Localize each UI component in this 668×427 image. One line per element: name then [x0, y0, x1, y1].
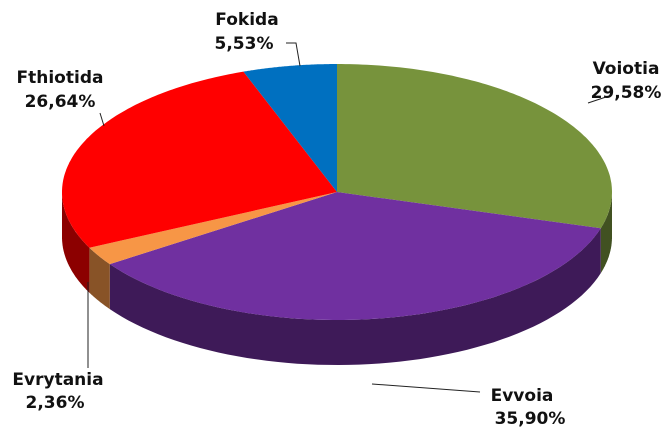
slice-name: Evrytania [12, 370, 103, 390]
slice [337, 64, 612, 229]
slice [62, 71, 337, 248]
leader-line [371, 383, 481, 393]
slice-value-label: 29,58% [591, 83, 662, 103]
slice-name: Voiotia [593, 59, 660, 79]
slice-value-label: 2,36% [26, 393, 85, 413]
slice-value-label: 5,53% [215, 34, 274, 54]
leader-line [286, 42, 301, 67]
slice-side [109, 228, 601, 365]
slice [243, 64, 337, 192]
slice [109, 192, 601, 320]
slice [89, 192, 338, 265]
slice-value-label: 26,64% [25, 92, 96, 112]
slice-side [62, 192, 90, 293]
slice-value-label: 35,90% [495, 409, 566, 427]
leader-line [99, 112, 105, 127]
slice-side [600, 192, 612, 274]
leader-line [587, 96, 607, 104]
slice-name: Evvoia [491, 386, 554, 406]
slice-name: Fthiotida [17, 68, 104, 88]
slice-side [89, 247, 110, 310]
slice-name: Fokida [215, 10, 278, 30]
pie [62, 64, 612, 365]
